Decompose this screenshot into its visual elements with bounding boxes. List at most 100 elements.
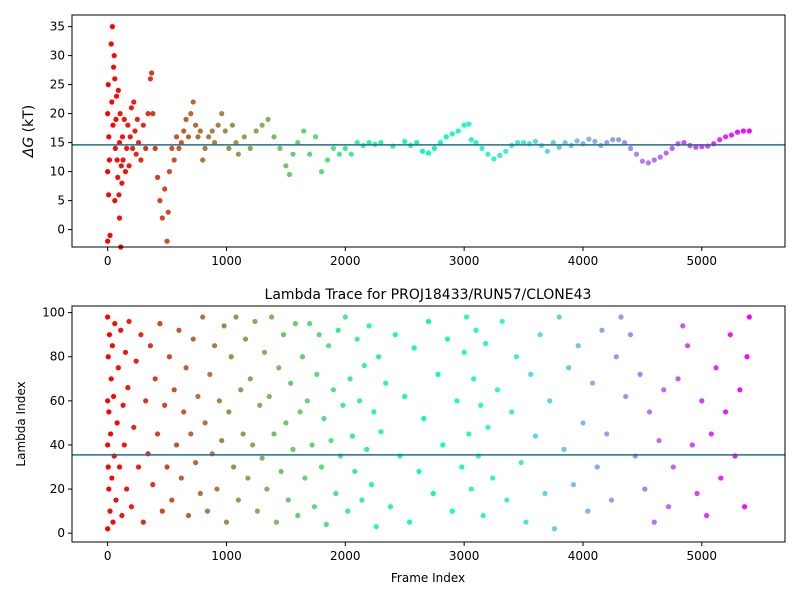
lambda-point: [126, 318, 132, 325]
delta-g-point: [164, 238, 170, 244]
lambda-point: [105, 398, 111, 404]
lambda-point: [166, 354, 173, 360]
lambda-point: [478, 402, 484, 408]
delta-g-point: [639, 158, 646, 164]
delta-g-point: [195, 134, 201, 140]
lambda-point: [623, 393, 629, 400]
delta-g-point: [152, 145, 158, 151]
lambda-point: [245, 475, 251, 481]
lambda-point: [257, 402, 263, 408]
lambda-point: [183, 365, 189, 371]
lambda-point: [288, 380, 294, 386]
lambda-point: [204, 508, 211, 514]
lambda-point: [108, 431, 114, 437]
lambda-point: [115, 365, 121, 371]
delta-g-y-ticks: 0 5 10 15 20 25 30 35: [50, 20, 72, 237]
delta-g-point: [669, 145, 675, 151]
delta-g-point: [135, 140, 142, 146]
delta-g-y-tick-label: 20: [50, 107, 65, 121]
lambda-point: [364, 446, 370, 452]
lambda-point: [121, 442, 127, 448]
delta-g-point: [173, 134, 180, 140]
delta-g-point: [116, 215, 123, 221]
lambda-point: [613, 354, 619, 360]
delta-g-point: [117, 111, 123, 117]
delta-g-point: [157, 198, 163, 204]
lambda-y-tick-label: 0: [57, 526, 65, 540]
lambda-point: [283, 420, 289, 426]
delta-g-point: [215, 122, 221, 128]
lambda-point: [164, 464, 170, 470]
delta-g-y-tick-label: 30: [50, 49, 65, 63]
delta-g-y-tick-label: 15: [50, 136, 65, 150]
lambda-point: [604, 431, 610, 437]
lambda-point: [326, 343, 332, 349]
lambda-point: [425, 318, 432, 325]
lambda-point: [202, 420, 208, 426]
delta-g-point: [145, 111, 151, 117]
lambda-point: [566, 365, 572, 371]
lambda-point: [684, 343, 691, 349]
delta-g-point: [115, 87, 121, 93]
delta-g-point: [468, 137, 474, 143]
lambda-point: [466, 431, 472, 437]
delta-g-point: [746, 128, 752, 134]
delta-g-point: [443, 134, 449, 140]
lambda-point: [368, 482, 375, 488]
delta-g-point: [106, 192, 112, 198]
delta-g-point: [330, 145, 337, 151]
delta-g-point: [466, 121, 472, 127]
lambda-point: [114, 420, 120, 426]
lambda-point: [482, 340, 489, 347]
lambda-y-ticks: 0 20 40 60 80 100: [42, 306, 72, 540]
delta-g-point: [414, 140, 420, 146]
lambda-point: [345, 508, 351, 514]
lambda-point: [200, 314, 206, 320]
delta-g-point: [122, 169, 129, 175]
delta-g-point: [455, 128, 461, 134]
delta-g-point: [354, 140, 360, 146]
lambda-point: [110, 519, 116, 525]
delta-g-point: [140, 122, 146, 128]
lambda-point: [314, 371, 320, 377]
delta-g-y-tick-label: 5: [57, 194, 65, 208]
lambda-point: [252, 318, 258, 325]
delta-g-point: [610, 137, 616, 143]
lambda-point: [608, 497, 615, 503]
lambda-point: [561, 446, 567, 452]
delta-g-x-tick-label: 2000: [330, 254, 361, 268]
lambda-point: [585, 508, 591, 514]
delta-g-point: [497, 152, 503, 158]
lambda-point: [133, 358, 139, 364]
lambda-point: [513, 354, 520, 360]
delta-g-point: [105, 111, 111, 117]
lambda-point: [675, 376, 681, 382]
lambda-point: [124, 486, 130, 492]
delta-g-axes: 0 1000 2000 3000 4000 5000 0 5 10 15 20 25 30 35 ΔG …: [21, 14, 786, 268]
lambda-point: [421, 415, 427, 422]
lambda-point: [383, 380, 389, 386]
lambda-point: [140, 519, 146, 525]
lambda-point: [240, 431, 246, 437]
lambda-point: [708, 431, 714, 437]
lambda-point: [118, 327, 124, 333]
lambda-point: [309, 442, 315, 448]
lambda-point: [627, 332, 634, 338]
lambda-point: [107, 508, 113, 514]
lambda-point: [116, 464, 123, 470]
lambda-point: [551, 526, 558, 532]
lambda-point: [242, 336, 249, 342]
delta-g-point: [342, 145, 348, 151]
delta-g-point: [108, 41, 114, 47]
lambda-point: [311, 504, 318, 510]
lambda-point: [499, 318, 505, 325]
lambda-point: [580, 420, 586, 426]
lambda-point: [285, 497, 291, 503]
lambda-point: [113, 497, 119, 503]
delta-g-point: [473, 140, 479, 146]
lambda-point: [373, 523, 379, 530]
delta-g-point: [149, 70, 155, 76]
delta-g-point: [154, 174, 161, 180]
lambda-point: [276, 365, 282, 371]
lambda-point: [570, 482, 577, 488]
